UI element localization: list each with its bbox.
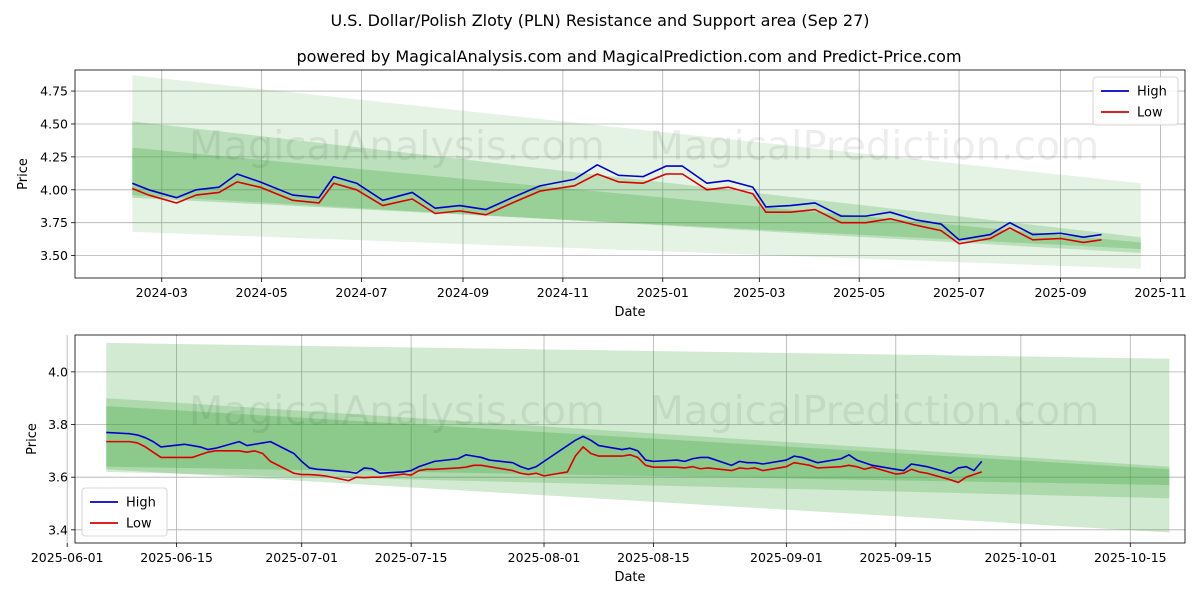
chart-title: U.S. Dollar/Polish Zloty (PLN) Resistanc…: [330, 11, 869, 30]
support-resistance-band: [132, 75, 1141, 269]
legend-label-high: High: [126, 496, 156, 511]
x-axis-label: Date: [614, 570, 645, 585]
x-tick-label: 2025-07: [933, 285, 985, 300]
legend: High Low: [81, 487, 168, 537]
y-tick-label: 3.75: [40, 215, 68, 230]
y-tick-label: 4.0: [48, 364, 68, 379]
x-tick-label: 2025-11: [1134, 285, 1186, 300]
x-tick-label: 2024-11: [537, 285, 589, 300]
support-resistance-band: [106, 406, 1170, 486]
y-axis: 3.50 3.75 4.00 4.25 4.50 4.75 Price: [16, 84, 75, 263]
x-tick-label: 2025-09-15: [859, 550, 932, 565]
legend-box: [1092, 76, 1179, 126]
support-resistance-band: [132, 147, 1141, 250]
x-tick-label: 2025-08-15: [617, 550, 690, 565]
x-tick-label: 2025-10-15: [1094, 550, 1167, 565]
x-axis: 2024-03 2024-05 2024-07 2024-09 2024-11 2025-…: [136, 278, 1187, 320]
watermark: MagicalPrediction.com: [649, 388, 1099, 434]
legend-label-high: High: [1137, 85, 1167, 100]
x-tick-label: 2024-09: [437, 285, 489, 300]
legend-label-low: Low: [1137, 106, 1163, 121]
x-tick-label: 2025-01: [637, 285, 689, 300]
x-tick-label: 2025-09: [1034, 285, 1086, 300]
y-tick-label: 3.4: [48, 522, 68, 537]
y-tick-label: 3.6: [48, 470, 68, 485]
watermark: MagicalAnalysis.com: [189, 123, 605, 169]
series-line-low: [106, 440, 983, 484]
grid: [66, 335, 1185, 543]
x-tick-label: 2025-06-15: [140, 550, 213, 565]
support-resistance-band: [132, 121, 1141, 253]
watermark: MagicalAnalysis.com: [189, 388, 605, 434]
watermark: MagicalPrediction.com: [649, 123, 1099, 169]
x-tick-label: 2024-03: [136, 285, 188, 300]
series-lines: [132, 163, 1102, 245]
y-tick-label: 4.75: [40, 84, 68, 99]
legend-label-low: Low: [126, 517, 152, 532]
y-tick-label: 4.50: [40, 116, 68, 131]
chart-subtitle: powered by MagicalAnalysis.com and Magic…: [296, 47, 961, 66]
series-line-high: [106, 431, 983, 475]
y-tick-label: 4.00: [40, 182, 68, 197]
y-tick-label: 3.50: [40, 248, 68, 263]
x-tick-label: 2025-10-01: [985, 550, 1058, 565]
x-tick-label: 2025-09-01: [750, 550, 823, 565]
x-tick-label: 2025-07-01: [265, 550, 338, 565]
plot-frame: [74, 334, 1186, 544]
x-tick-label: 2024-05: [236, 285, 288, 300]
legend-box: [81, 487, 168, 537]
bands: [132, 75, 1141, 269]
series-line-high: [132, 163, 1102, 241]
top-chart: MagicalAnalysis.com MagicalPrediction.com…: [16, 69, 1187, 320]
plot-frame: [74, 69, 1186, 279]
x-tick-label: 2024-07: [335, 285, 387, 300]
support-resistance-band: [106, 342, 1170, 533]
x-tick-label: 2025-06-01: [31, 550, 104, 565]
x-tick-label: 2025-08-01: [508, 550, 581, 565]
x-tick-label: 2025-07-15: [375, 550, 448, 565]
x-tick-label: 2025-05: [833, 285, 885, 300]
x-axis: 2025-06-01 2025-06-15 2025-07-01 2025-07-15…: [31, 543, 1167, 585]
y-tick-label: 4.25: [40, 149, 68, 164]
series-lines: [106, 431, 983, 484]
x-axis-label: Date: [614, 305, 645, 320]
grid: [75, 70, 1185, 278]
legend: High Low: [1092, 76, 1179, 126]
y-tick-label: 3.8: [48, 417, 68, 432]
y-axis: 3.4 3.6 3.8 4.0 Price: [25, 364, 75, 537]
y-axis-label: Price: [16, 158, 31, 190]
x-tick-label: 2025-03: [733, 285, 785, 300]
series-line-low: [132, 173, 1102, 245]
bottom-chart: MagicalAnalysis.com MagicalPrediction.com…: [25, 334, 1186, 585]
y-axis-label: Price: [25, 423, 40, 455]
